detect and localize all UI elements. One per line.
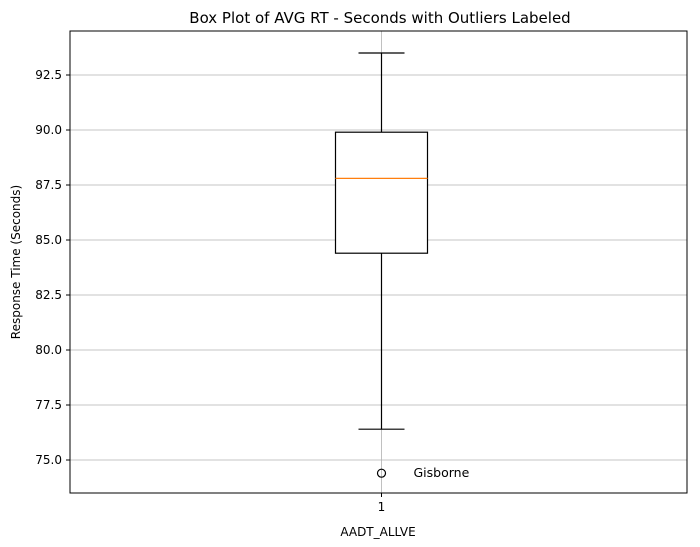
y-tick-label: 87.5 — [35, 178, 62, 192]
chart-title: Box Plot of AVG RT - Seconds with Outlie… — [189, 9, 570, 27]
y-tick-label: 77.5 — [35, 398, 62, 412]
axis-ticks: 75.0 77.5 80.0 82.5 85.0 87.5 90.0 92.5 1 — [35, 68, 385, 514]
x-axis-label: AADT_ALLVE — [340, 525, 415, 539]
grid-lines — [70, 31, 687, 493]
y-tick-label: 82.5 — [35, 288, 62, 302]
y-axis-label: Response Time (Seconds) — [9, 185, 23, 339]
plot-frame — [69, 30, 688, 494]
x-tick-label: 1 — [378, 500, 386, 514]
y-tick-label: 75.0 — [35, 453, 62, 467]
box-iqr — [334, 131, 429, 254]
y-tick-label: 90.0 — [35, 123, 62, 137]
y-tick-label: 92.5 — [35, 68, 62, 82]
outlier-label: Gisborne — [414, 465, 470, 480]
plot-area: Gisborne — [334, 52, 470, 480]
y-tick-label: 85.0 — [35, 233, 62, 247]
y-tick-label: 80.0 — [35, 343, 62, 357]
outlier-point — [376, 468, 387, 478]
